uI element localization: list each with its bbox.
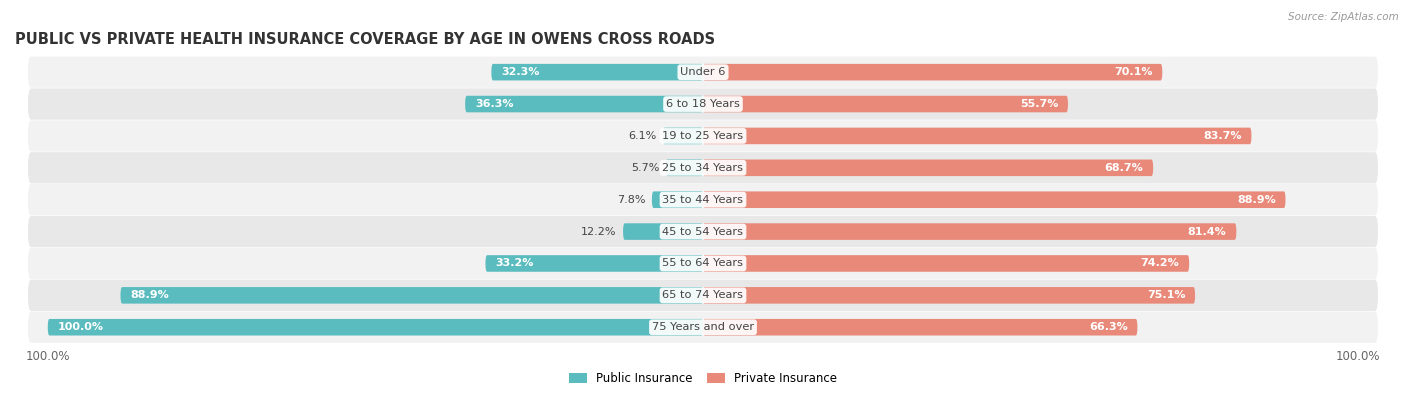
FancyBboxPatch shape	[665, 159, 703, 176]
Text: Source: ZipAtlas.com: Source: ZipAtlas.com	[1288, 12, 1399, 22]
Text: 25 to 34 Years: 25 to 34 Years	[662, 163, 744, 173]
Text: 6.1%: 6.1%	[628, 131, 657, 141]
FancyBboxPatch shape	[28, 57, 1378, 88]
FancyBboxPatch shape	[28, 311, 1378, 343]
Legend: Public Insurance, Private Insurance: Public Insurance, Private Insurance	[569, 372, 837, 385]
Text: 36.3%: 36.3%	[475, 99, 513, 109]
FancyBboxPatch shape	[703, 64, 1163, 81]
Text: 74.2%: 74.2%	[1140, 259, 1180, 268]
Text: 68.7%: 68.7%	[1105, 163, 1143, 173]
FancyBboxPatch shape	[491, 64, 703, 81]
Text: 83.7%: 83.7%	[1204, 131, 1241, 141]
Text: 19 to 25 Years: 19 to 25 Years	[662, 131, 744, 141]
Text: PUBLIC VS PRIVATE HEALTH INSURANCE COVERAGE BY AGE IN OWENS CROSS ROADS: PUBLIC VS PRIVATE HEALTH INSURANCE COVER…	[15, 31, 716, 47]
FancyBboxPatch shape	[465, 96, 703, 112]
FancyBboxPatch shape	[28, 184, 1378, 215]
Text: 7.8%: 7.8%	[617, 195, 645, 205]
FancyBboxPatch shape	[703, 191, 1285, 208]
FancyBboxPatch shape	[652, 191, 703, 208]
Text: 12.2%: 12.2%	[581, 227, 616, 237]
FancyBboxPatch shape	[703, 96, 1069, 112]
FancyBboxPatch shape	[28, 280, 1378, 311]
Text: 66.3%: 66.3%	[1088, 322, 1128, 332]
Text: 81.4%: 81.4%	[1188, 227, 1226, 237]
Text: 55.7%: 55.7%	[1019, 99, 1059, 109]
FancyBboxPatch shape	[703, 159, 1153, 176]
Text: 65 to 74 Years: 65 to 74 Years	[662, 290, 744, 300]
Text: 45 to 54 Years: 45 to 54 Years	[662, 227, 744, 237]
FancyBboxPatch shape	[28, 88, 1378, 120]
Text: 88.9%: 88.9%	[1237, 195, 1275, 205]
FancyBboxPatch shape	[48, 319, 703, 335]
FancyBboxPatch shape	[28, 120, 1378, 152]
Text: 55 to 64 Years: 55 to 64 Years	[662, 259, 744, 268]
Text: 100.0%: 100.0%	[58, 322, 104, 332]
FancyBboxPatch shape	[703, 223, 1236, 240]
FancyBboxPatch shape	[703, 287, 1195, 304]
FancyBboxPatch shape	[703, 128, 1251, 144]
Text: 32.3%: 32.3%	[501, 67, 540, 77]
FancyBboxPatch shape	[703, 255, 1189, 272]
FancyBboxPatch shape	[623, 223, 703, 240]
FancyBboxPatch shape	[703, 319, 1137, 335]
Text: 35 to 44 Years: 35 to 44 Years	[662, 195, 744, 205]
Text: Under 6: Under 6	[681, 67, 725, 77]
FancyBboxPatch shape	[28, 216, 1378, 247]
Text: 70.1%: 70.1%	[1114, 67, 1153, 77]
FancyBboxPatch shape	[28, 152, 1378, 183]
FancyBboxPatch shape	[121, 287, 703, 304]
FancyBboxPatch shape	[28, 248, 1378, 279]
FancyBboxPatch shape	[664, 128, 703, 144]
Text: 88.9%: 88.9%	[131, 290, 169, 300]
Text: 33.2%: 33.2%	[495, 259, 534, 268]
Text: 5.7%: 5.7%	[631, 163, 659, 173]
Text: 6 to 18 Years: 6 to 18 Years	[666, 99, 740, 109]
Text: 75.1%: 75.1%	[1147, 290, 1185, 300]
FancyBboxPatch shape	[485, 255, 703, 272]
Text: 75 Years and over: 75 Years and over	[652, 322, 754, 332]
